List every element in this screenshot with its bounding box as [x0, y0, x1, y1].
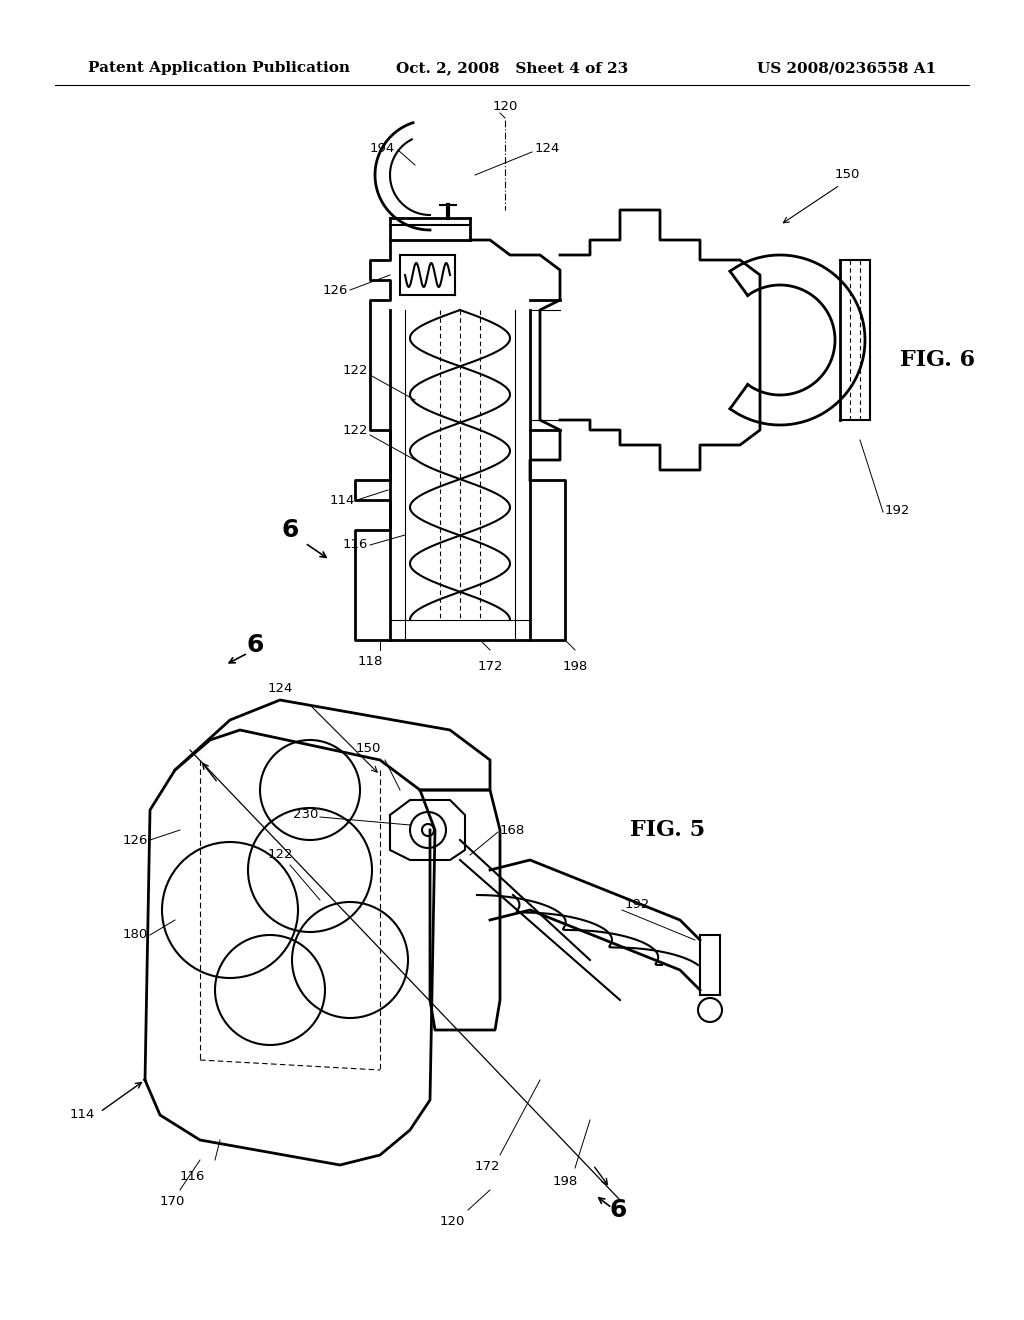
Text: 198: 198: [552, 1175, 578, 1188]
Text: 124: 124: [535, 141, 560, 154]
Text: 194: 194: [370, 141, 395, 154]
Text: 192: 192: [885, 503, 910, 516]
Text: FIG. 6: FIG. 6: [900, 348, 975, 371]
Text: 198: 198: [562, 660, 588, 673]
Text: 126: 126: [323, 284, 348, 297]
Text: 168: 168: [500, 824, 525, 837]
Text: 118: 118: [357, 655, 383, 668]
Text: 192: 192: [625, 899, 650, 912]
Text: 230: 230: [293, 808, 318, 821]
Text: 120: 120: [439, 1214, 465, 1228]
Text: Oct. 2, 2008   Sheet 4 of 23: Oct. 2, 2008 Sheet 4 of 23: [396, 61, 628, 75]
Text: 122: 122: [342, 363, 368, 376]
Text: 170: 170: [160, 1195, 184, 1208]
Text: 122: 122: [267, 849, 293, 862]
Text: Patent Application Publication: Patent Application Publication: [88, 61, 350, 75]
Text: 116: 116: [179, 1170, 205, 1183]
Text: 116: 116: [343, 539, 368, 552]
Text: 180: 180: [123, 928, 148, 941]
Text: 172: 172: [477, 660, 503, 673]
Text: 6: 6: [609, 1199, 627, 1222]
Text: 172: 172: [474, 1160, 500, 1173]
Text: 120: 120: [493, 100, 518, 114]
Text: FIG. 5: FIG. 5: [630, 818, 706, 841]
Text: 6: 6: [247, 634, 264, 657]
Text: 126: 126: [123, 833, 148, 846]
Text: 150: 150: [355, 742, 381, 755]
Text: 6: 6: [282, 517, 299, 543]
Text: US 2008/0236558 A1: US 2008/0236558 A1: [757, 61, 936, 75]
Text: 114: 114: [70, 1109, 95, 1122]
Text: 124: 124: [267, 682, 293, 696]
Text: 114: 114: [330, 494, 355, 507]
Text: 150: 150: [835, 169, 860, 181]
Text: 122: 122: [342, 424, 368, 437]
